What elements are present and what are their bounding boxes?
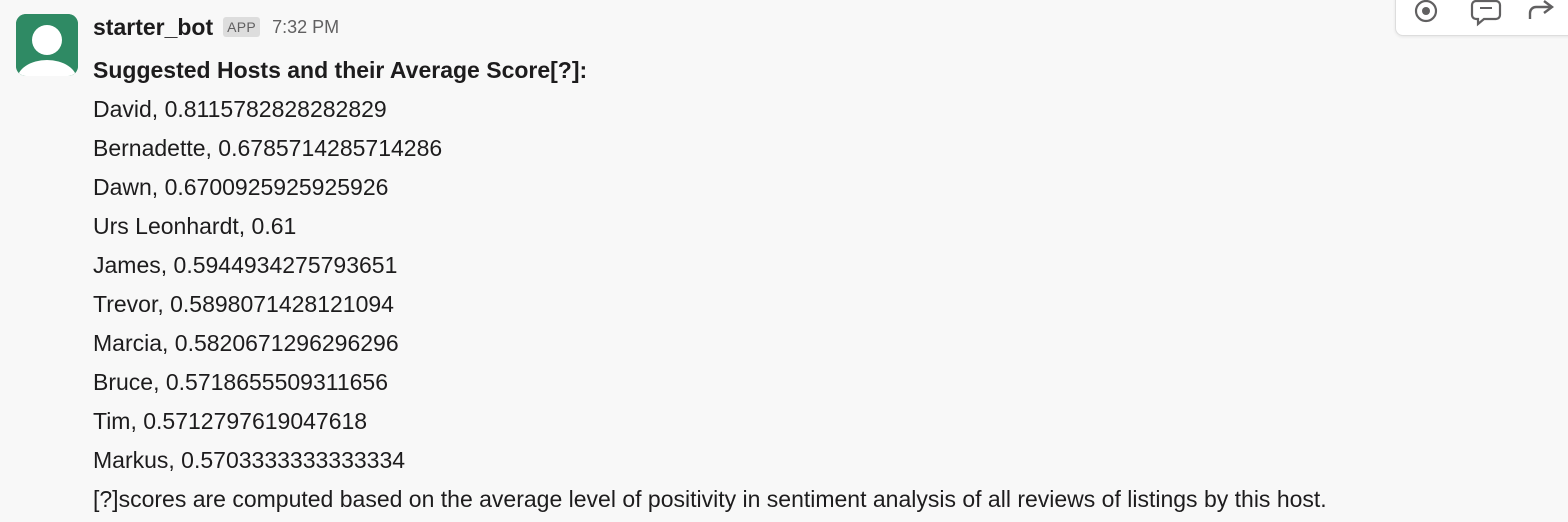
host-score-line: Dawn, 0.6700925925925926 [93,174,389,200]
add-reaction-icon [1414,0,1438,23]
host-score-line: Marcia, 0.5820671296296296 [93,330,399,356]
host-score-line: Markus, 0.5703333333333334 [93,447,406,473]
user-silhouette-icon [16,14,78,76]
sender-name[interactable]: starter_bot [93,13,214,40]
share-message-icon [1528,0,1554,19]
add-reaction-button[interactable] [1408,0,1444,33]
score-footnote: [?]scores are computed based on the aver… [93,486,1327,512]
app-badge: APP [223,17,261,37]
reply-in-thread-button[interactable] [1468,0,1504,33]
reply-in-thread-icon [1470,0,1502,27]
host-score-line: Trevor, 0.5898071428121094 [93,291,394,317]
host-score-line: Bernadette, 0.6785714285714286 [93,135,443,161]
host-score-line: Bruce, 0.5718655509311656 [93,369,389,395]
host-score-line: Urs Leonhardt, 0.61 [93,213,297,239]
bot-avatar[interactable] [16,14,78,76]
message-actions-toolbar [1395,0,1568,36]
message-body: Suggested Hosts and their Average Score[… [93,51,1553,519]
host-score-line: Tim, 0.5712797619047618 [93,408,368,434]
message-heading: Suggested Hosts and their Average Score[… [93,57,588,83]
host-score-line: David, 0.8115782828282829 [93,96,387,122]
message-timestamp[interactable]: 7:32 PM [272,16,340,37]
message-header: starter_bot APP 7:32 PM [93,12,339,42]
share-message-button[interactable] [1524,0,1560,33]
host-score-line: James, 0.5944934275793651 [93,252,398,278]
